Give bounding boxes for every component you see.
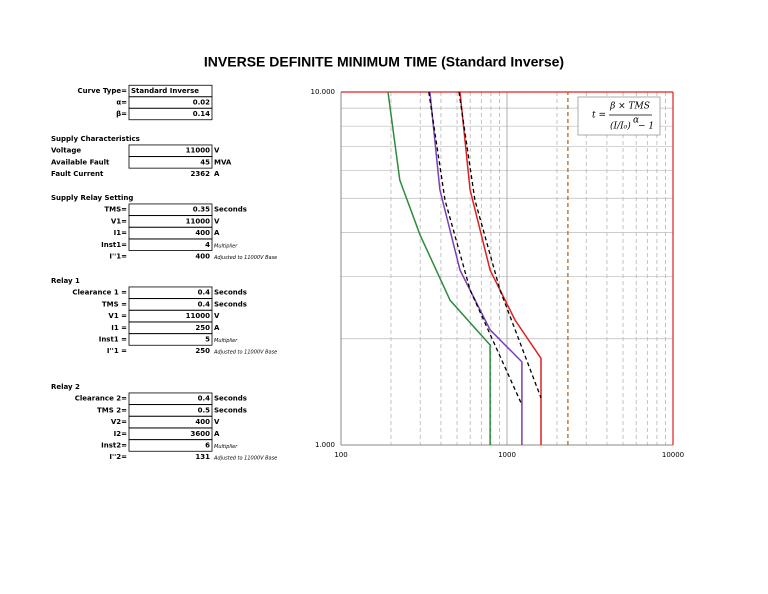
value-box xyxy=(128,156,213,169)
value-box xyxy=(128,333,213,346)
row-label: I''1= xyxy=(109,253,127,261)
curve xyxy=(387,91,491,445)
row-unit: A xyxy=(214,229,220,237)
row-value: 4 xyxy=(205,241,210,249)
row-label: Curve Type= xyxy=(78,87,128,95)
row-label: TMS= xyxy=(104,206,127,214)
row-value: 250 xyxy=(195,347,210,355)
y-tick-label: 10.000 xyxy=(311,88,336,96)
row-label: I''1 = xyxy=(107,347,127,355)
row-label: Fault Current xyxy=(51,170,104,178)
row-unit: A xyxy=(214,324,220,332)
formula-tail: − 1 xyxy=(638,122,654,132)
row-note: Multiplier xyxy=(214,338,238,344)
row-unit: Seconds xyxy=(214,206,247,214)
row-label: TMS 2= xyxy=(97,406,127,414)
row-unit: Seconds xyxy=(214,300,247,308)
x-tick-label: 1000 xyxy=(498,451,516,459)
row-value: 0.4 xyxy=(198,395,211,403)
row-label: TMS = xyxy=(102,300,127,308)
row-value: 0.14 xyxy=(193,110,210,118)
row-value: 45 xyxy=(200,158,210,166)
row-note: Multiplier xyxy=(214,444,238,450)
curve xyxy=(458,91,542,399)
row-unit: Seconds xyxy=(214,289,247,297)
row-label: I1 = xyxy=(111,324,127,332)
row-unit: Seconds xyxy=(214,406,247,414)
row-unit: Seconds xyxy=(214,395,247,403)
formula-numerator: β × TMS xyxy=(609,102,650,112)
row-value: 6 xyxy=(205,442,210,450)
row-value: 0.4 xyxy=(198,289,211,297)
row-label: Inst2= xyxy=(101,442,127,450)
x-tick-label: 100 xyxy=(334,451,347,459)
row-value: 0.35 xyxy=(193,206,210,214)
row-value: 400 xyxy=(195,253,210,261)
section-heading: Relay 2 xyxy=(51,383,80,391)
row-value: 11000 xyxy=(186,312,210,320)
curve xyxy=(428,91,523,406)
row-note: Adjusted to 11000V Base xyxy=(213,255,277,261)
x-tick-label: 10000 xyxy=(662,451,684,459)
curve xyxy=(429,91,523,445)
row-label: Inst1= xyxy=(101,241,127,249)
section-heading: Supply Characteristics xyxy=(51,135,140,143)
row-unit: V xyxy=(214,418,220,426)
row-label: I2= xyxy=(114,430,127,438)
row-value: 3600 xyxy=(191,430,211,438)
formula-box xyxy=(577,96,661,136)
row-value: 0.4 xyxy=(198,300,211,308)
section-heading: Relay 1 xyxy=(51,277,80,285)
row-unit: V xyxy=(214,312,220,320)
row-value: 400 xyxy=(195,229,210,237)
value-box xyxy=(128,439,213,452)
row-label: I1= xyxy=(114,229,127,237)
row-value: 131 xyxy=(195,453,210,461)
row-unit: V xyxy=(214,217,220,225)
row-label: α= xyxy=(116,99,127,107)
row-value: 11000 xyxy=(186,217,210,225)
row-note: Adjusted to 11000V Base xyxy=(213,456,277,462)
row-value: 0.5 xyxy=(198,406,211,414)
row-unit: A xyxy=(214,170,220,178)
row-label: Clearance 1 = xyxy=(72,289,127,297)
row-unit: MVA xyxy=(214,158,232,166)
row-label: V2= xyxy=(111,418,127,426)
formula-lhs: t = xyxy=(592,111,606,121)
row-unit: V xyxy=(214,147,220,155)
formula-exponent: α xyxy=(633,116,639,126)
row-label: Available Fault xyxy=(51,158,110,166)
row-label: β= xyxy=(116,110,127,118)
row-value: 5 xyxy=(205,336,210,344)
row-value: 250 xyxy=(195,324,210,332)
section-heading: Supply Relay Setting xyxy=(51,194,133,202)
row-value: 11000 xyxy=(186,147,210,155)
row-label: Clearance 2= xyxy=(75,395,127,403)
formula-base: (I/I₀) xyxy=(610,121,631,132)
value-box xyxy=(128,238,213,251)
title: INVERSE DEFINITE MINIMUM TIME (Standard … xyxy=(204,54,564,70)
value-box xyxy=(128,107,213,121)
row-value: Standard Inverse xyxy=(131,87,199,95)
row-label: I''2= xyxy=(109,453,127,461)
row-value: 400 xyxy=(195,418,210,426)
row-note: Adjusted to 11000V Base xyxy=(213,350,277,356)
row-unit: A xyxy=(214,430,220,438)
row-value: 0.02 xyxy=(193,99,210,107)
row-note: Multiplier xyxy=(214,243,238,249)
row-label: V1 = xyxy=(108,312,127,320)
y-tick-label: 1.000 xyxy=(315,441,335,449)
row-label: V1= xyxy=(111,217,127,225)
row-value: 2362 xyxy=(191,170,211,178)
row-label: Inst1 = xyxy=(99,336,127,344)
curve xyxy=(459,91,542,445)
row-label: Voltage xyxy=(51,147,81,155)
